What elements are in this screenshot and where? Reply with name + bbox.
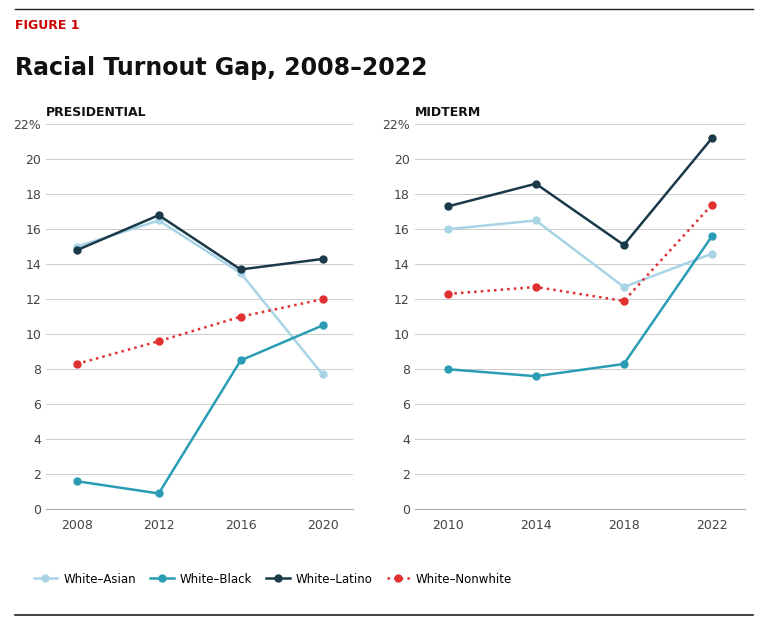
Legend: White–Asian, White–Black, White–Latino, White–Nonwhite: White–Asian, White–Black, White–Latino, … (29, 568, 517, 590)
Text: PRESIDENTIAL: PRESIDENTIAL (46, 106, 147, 119)
Text: MIDTERM: MIDTERM (415, 106, 481, 119)
Text: Racial Turnout Gap, 2008–2022: Racial Turnout Gap, 2008–2022 (15, 56, 428, 80)
Text: FIGURE 1: FIGURE 1 (15, 19, 80, 32)
